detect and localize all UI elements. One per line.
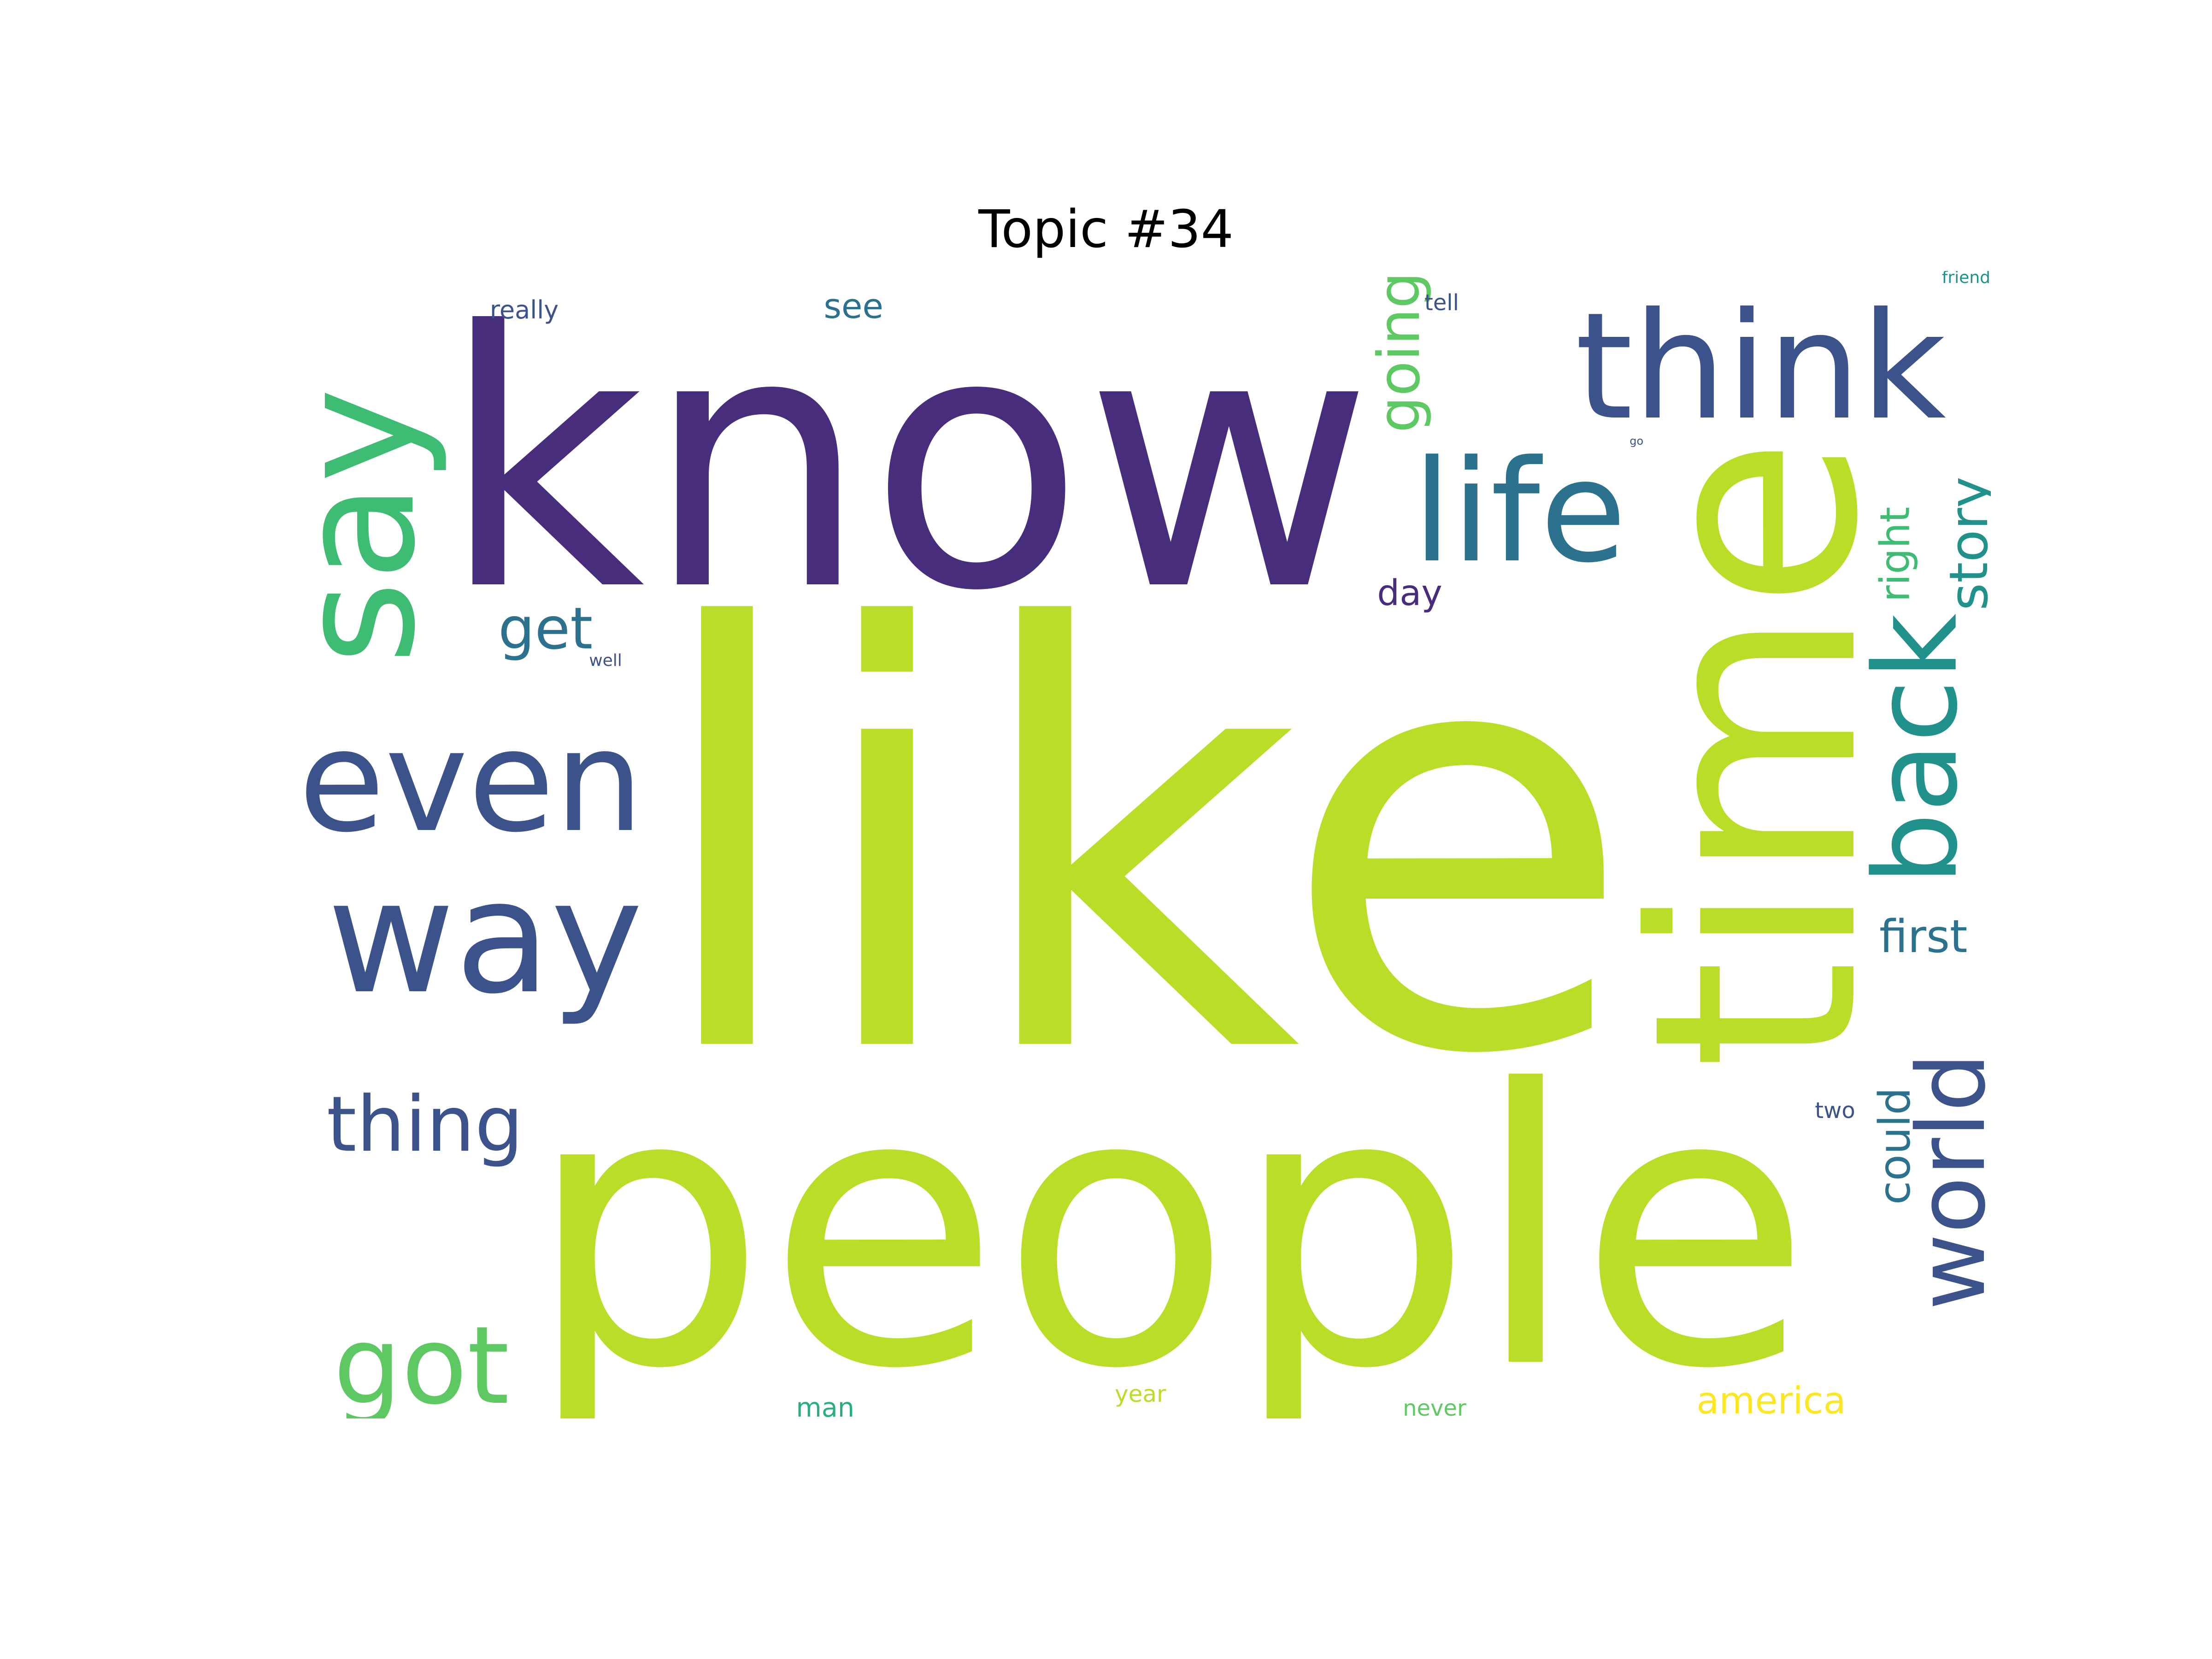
- word-story: story: [1938, 477, 1991, 611]
- word-tell: tell: [1424, 290, 1459, 316]
- word-man: man: [796, 1393, 854, 1418]
- word-day: day: [1377, 573, 1442, 614]
- word-two: two: [1815, 1097, 1855, 1124]
- word-people: people: [526, 1010, 1812, 1418]
- word-really: really: [489, 295, 559, 324]
- word-back: back: [1850, 613, 1983, 885]
- word-see: see: [824, 286, 883, 326]
- word-right: right: [1871, 506, 1919, 602]
- word-thing: thing: [326, 1080, 524, 1169]
- word-know: know: [440, 271, 1373, 668]
- word-even: even: [298, 699, 644, 863]
- word-think: think: [1575, 281, 1947, 453]
- word-go: go: [1630, 435, 1644, 447]
- word-going: going: [1365, 272, 1433, 433]
- word-well: well: [589, 651, 622, 670]
- word-say: say: [290, 388, 451, 665]
- word-way: way: [327, 846, 643, 1028]
- word-life: life: [1412, 430, 1627, 594]
- word-got: got: [333, 1303, 510, 1418]
- word-could: could: [1870, 1087, 1920, 1205]
- chart-title: Topic #34: [978, 200, 1234, 259]
- word-like: like: [647, 509, 1635, 1180]
- word-never: never: [1403, 1395, 1466, 1418]
- word-get: get: [498, 595, 593, 662]
- word-america: america: [1696, 1379, 1846, 1418]
- word-friend: friend: [1941, 271, 1990, 288]
- word-year: year: [1115, 1380, 1166, 1407]
- word-first: first: [1879, 911, 1968, 964]
- word-cloud: like people know time way think even life say thi…: [290, 271, 1991, 1418]
